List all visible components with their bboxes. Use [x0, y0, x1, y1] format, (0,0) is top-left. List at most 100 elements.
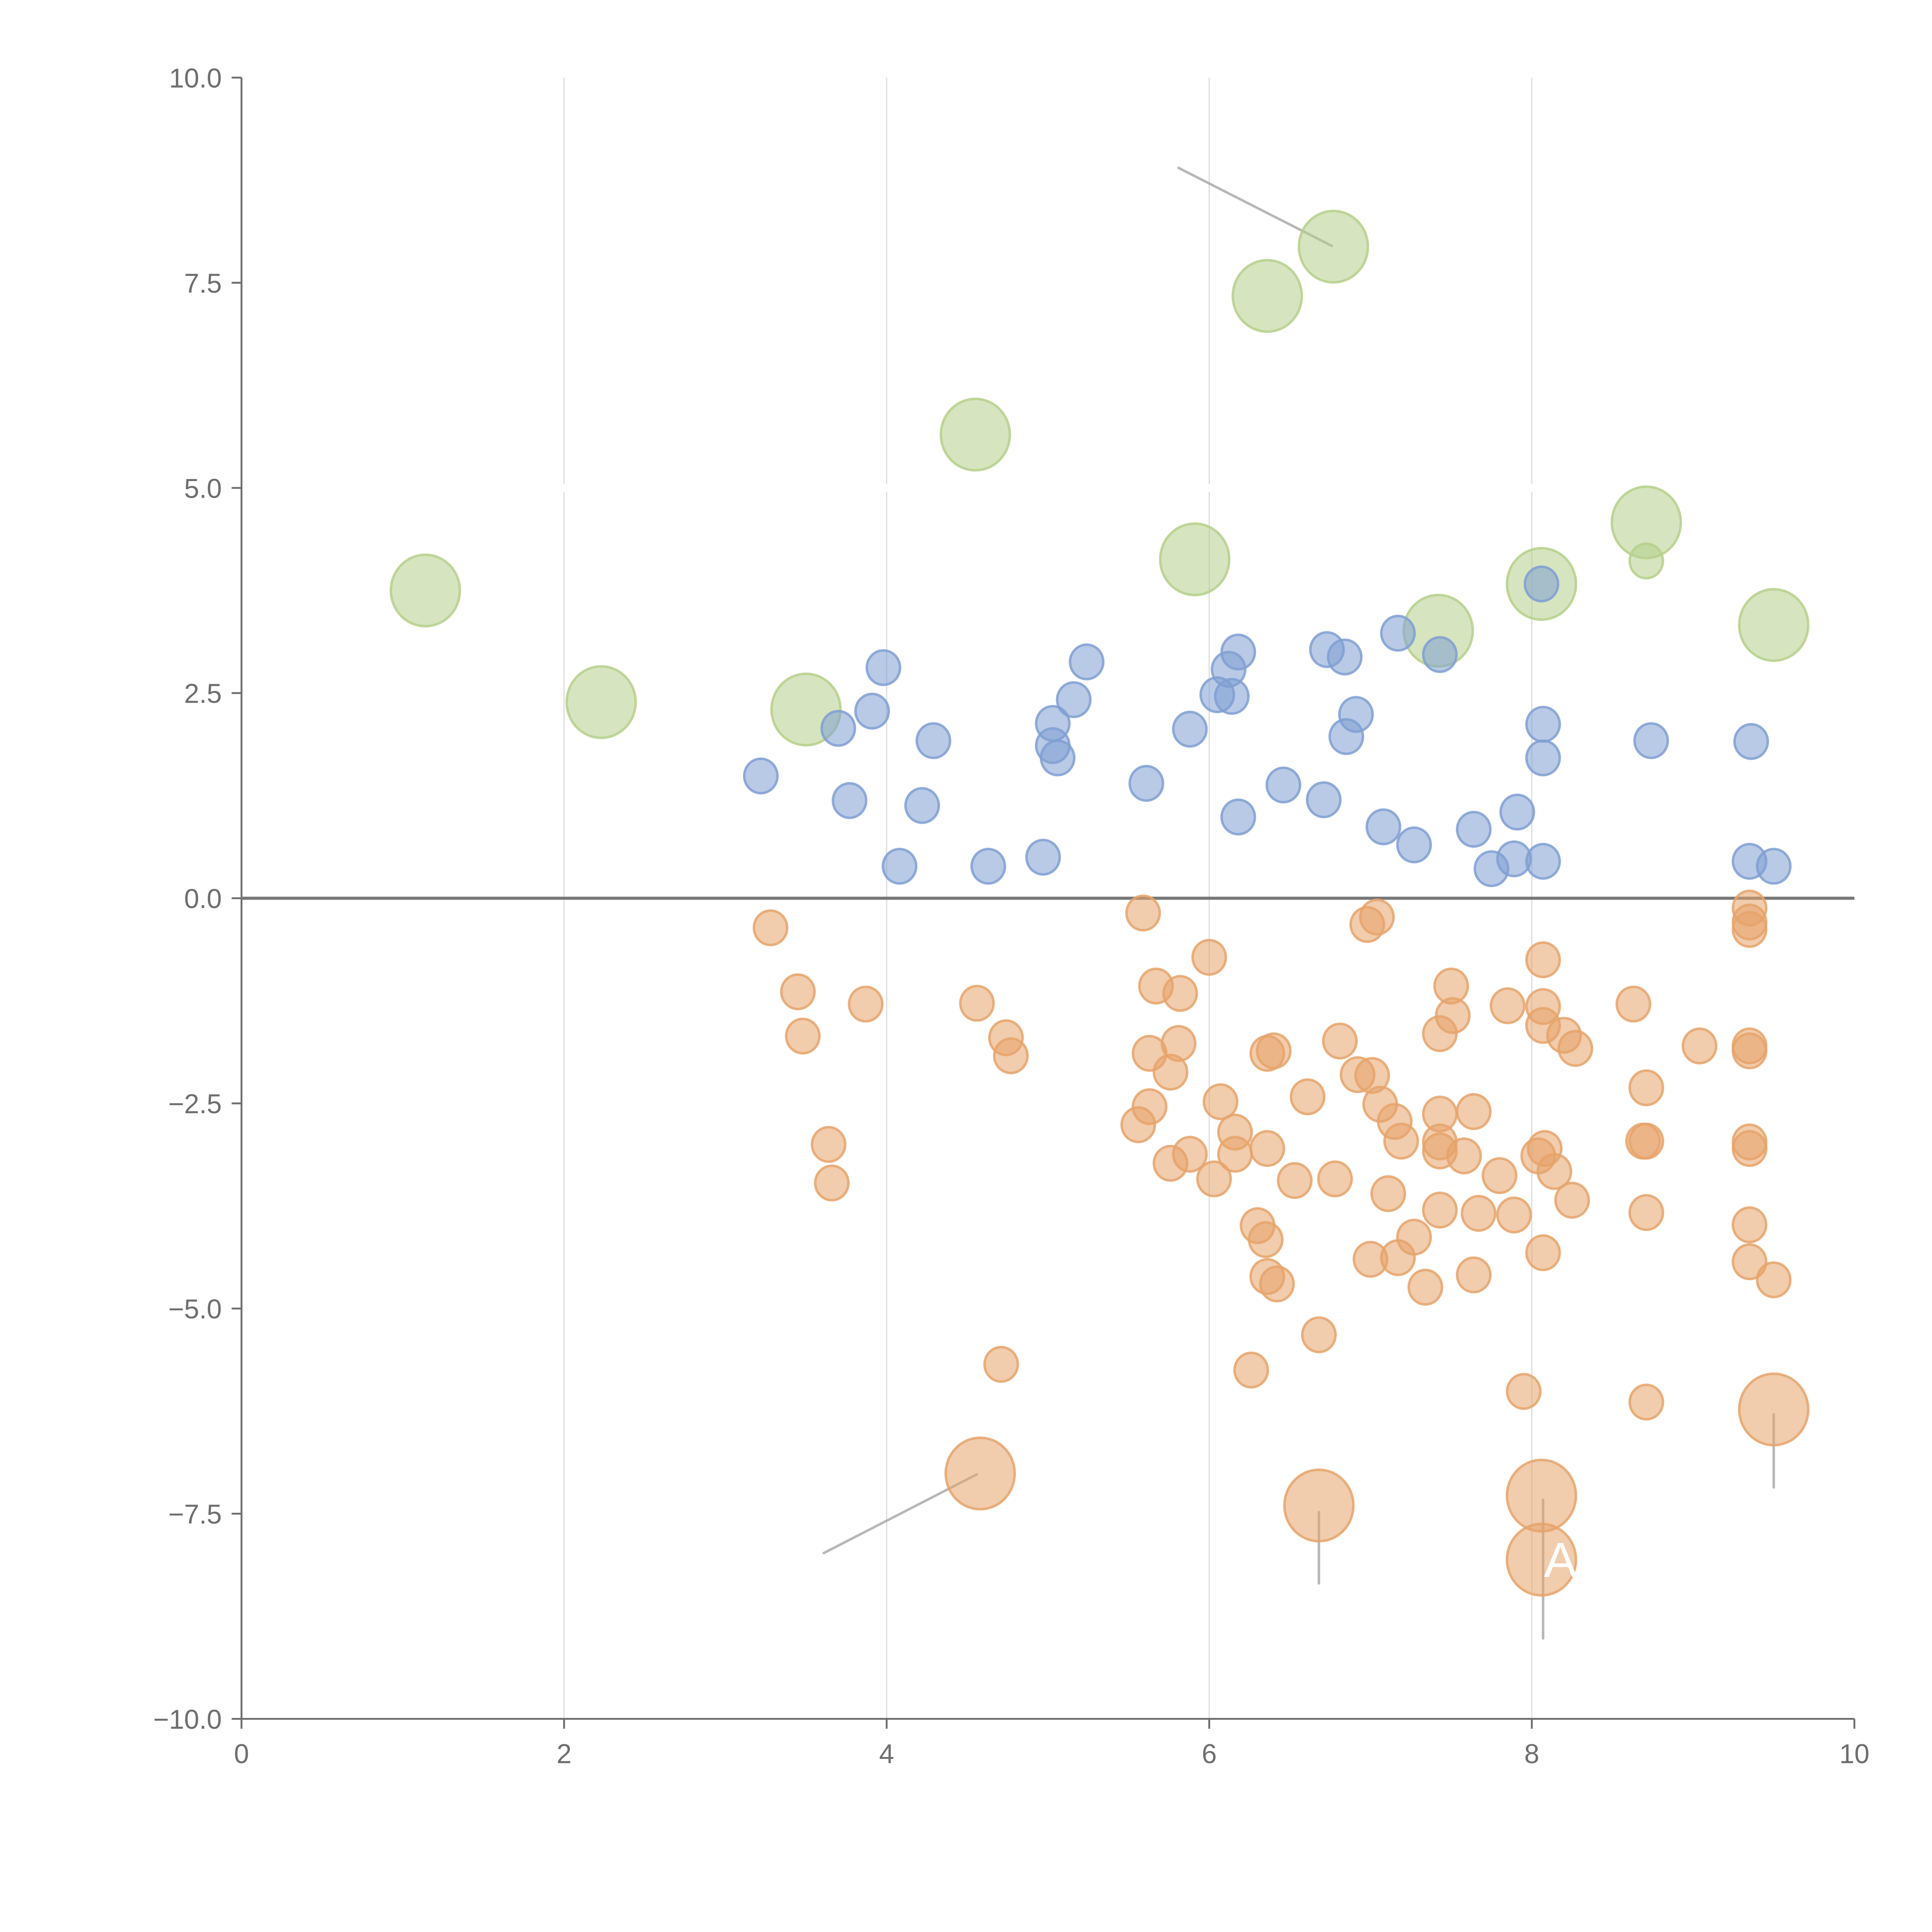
orange-point — [1731, 1130, 1768, 1167]
orange-point — [1131, 1088, 1168, 1125]
blue-point — [1220, 798, 1256, 836]
orange-point — [848, 985, 884, 1023]
blue-point — [881, 847, 918, 885]
blue-point — [1499, 793, 1535, 831]
orange-point — [1506, 1373, 1542, 1410]
orange-point — [1322, 1022, 1358, 1060]
x-tick-label: 0 — [234, 1738, 249, 1769]
blue-point — [1733, 723, 1769, 760]
green-point — [389, 553, 461, 628]
blue-point — [970, 847, 1006, 885]
orange-point — [1461, 1195, 1497, 1232]
orange-point — [1738, 1372, 1810, 1447]
orange-point — [1756, 1261, 1792, 1298]
orange-point — [1217, 1136, 1253, 1173]
x-tick-label: 6 — [1202, 1738, 1217, 1769]
orange-point — [1456, 1093, 1492, 1130]
y-tick-label: 10.0 — [169, 63, 222, 93]
orange-point — [811, 1126, 847, 1163]
blue-point — [832, 782, 867, 819]
blue-point — [854, 692, 890, 730]
orange-point — [1628, 1194, 1664, 1231]
blue-point — [1327, 638, 1363, 676]
orange-point — [1554, 1182, 1590, 1219]
orange-point — [1301, 1316, 1337, 1354]
orange-point — [1682, 1027, 1718, 1065]
orange-point — [1505, 1459, 1577, 1533]
orange-point — [1422, 1191, 1458, 1229]
orange-point — [1731, 1243, 1768, 1281]
orange-point — [1259, 1265, 1295, 1303]
orange-point — [993, 1037, 1029, 1075]
green-point — [939, 398, 1011, 472]
green-point — [1738, 588, 1810, 662]
x-tick-label: 4 — [879, 1738, 894, 1769]
green-point — [1628, 542, 1664, 580]
blue-point — [904, 787, 940, 824]
orange-point — [1277, 1162, 1313, 1199]
blue-point — [1525, 739, 1561, 777]
orange-point — [1125, 895, 1161, 932]
orange-point — [1481, 1157, 1518, 1194]
orange-point — [1283, 1468, 1355, 1543]
orange-point — [1359, 898, 1395, 936]
blue-point — [1756, 847, 1792, 885]
green-point — [1159, 522, 1231, 597]
blue-point — [1039, 739, 1076, 777]
blue-point — [915, 722, 951, 759]
y-tick-label: 2.5 — [184, 678, 222, 709]
annotation-label: A — [1544, 1533, 1577, 1588]
orange-point — [1162, 975, 1198, 1012]
orange-point — [1396, 1218, 1432, 1256]
blue-point — [1214, 678, 1250, 715]
blue-point — [1306, 781, 1342, 818]
leader-lines — [822, 167, 1775, 1640]
blue-point — [1380, 614, 1416, 652]
orange-point — [1249, 1130, 1285, 1167]
blue-point — [1265, 766, 1301, 804]
orange-point — [1446, 1137, 1482, 1175]
blue-point — [1525, 706, 1561, 743]
blue-point — [1422, 636, 1458, 673]
orange-point — [780, 973, 816, 1010]
axes: 0 2 4 6 8 10 10.0 7.5 5.0 2.5 0.0 −2.5 −5.0 −7.5 −10.0 — [153, 63, 1869, 1769]
orange-point — [1557, 1030, 1594, 1067]
orange-point — [1731, 1206, 1768, 1243]
orange-point — [1202, 1083, 1238, 1121]
blue-point — [1128, 765, 1164, 802]
orange-point — [983, 1346, 1019, 1383]
blue-point — [820, 710, 856, 747]
blue-point — [1338, 696, 1374, 733]
x-tick-label: 8 — [1524, 1738, 1539, 1769]
orange-point — [1616, 985, 1651, 1023]
orange-point — [1731, 1032, 1768, 1070]
points — [389, 209, 1810, 1597]
blue-point — [1056, 681, 1092, 718]
orange-point — [1383, 1122, 1419, 1160]
orange-point — [1172, 1136, 1208, 1173]
x-tick-label: 10 — [1839, 1738, 1869, 1769]
orange-point — [1536, 1153, 1572, 1190]
y-tick-label: 0.0 — [184, 883, 222, 914]
y-tick-label: −10.0 — [153, 1704, 221, 1735]
orange-point — [785, 1017, 821, 1055]
orange-point — [1407, 1269, 1444, 1306]
green-point — [1298, 209, 1369, 284]
y-tick-label: −7.5 — [168, 1499, 222, 1529]
orange-point — [959, 985, 995, 1022]
orange-point — [1370, 1175, 1406, 1212]
y-tick-label: 7.5 — [184, 268, 222, 298]
orange-point — [944, 1436, 1016, 1511]
orange-point — [1731, 911, 1768, 948]
blue-point — [1220, 633, 1256, 671]
blue-point — [743, 757, 779, 795]
orange-point — [1628, 1069, 1664, 1107]
y-tick-label: 5.0 — [184, 473, 222, 503]
blue-point — [1068, 643, 1105, 680]
orange-point — [1317, 1160, 1353, 1197]
orange-point — [1628, 1383, 1664, 1421]
orange-point — [1525, 1234, 1561, 1271]
orange-point — [1456, 1256, 1492, 1294]
y-tick-label: −5.0 — [168, 1294, 222, 1324]
orange-point — [1256, 1032, 1292, 1070]
